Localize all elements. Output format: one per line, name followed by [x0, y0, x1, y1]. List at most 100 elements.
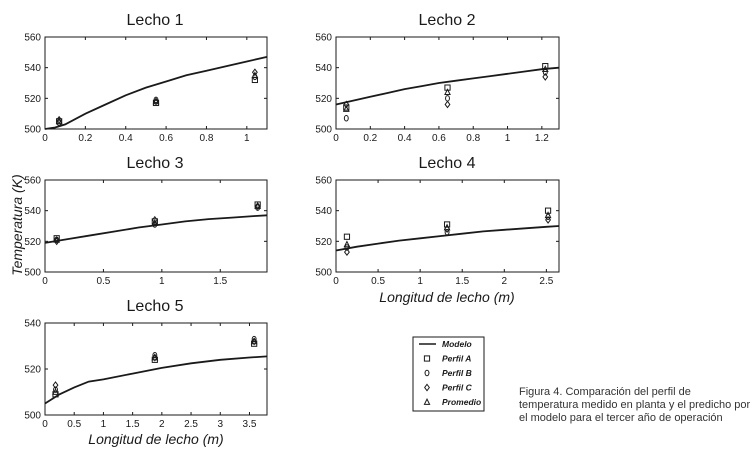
y-tick-label: 520: [315, 94, 332, 105]
point-promedio: [53, 235, 61, 243]
point-perfil-c: [251, 68, 258, 77]
data-points-4: [343, 207, 552, 257]
point-perfil-c: [151, 215, 158, 224]
x-tick-label: 0.2: [78, 133, 92, 144]
y-tick-label: 520: [24, 237, 41, 248]
point-perfil-c: [545, 215, 552, 224]
point-perfil-b: [542, 69, 548, 76]
subplot-lecho-5: Lecho 5 0 0.5 1 1.5 2 2.5 3 3.5 500 520 540 Longit…: [24, 298, 268, 447]
point-perfil-b: [152, 351, 158, 359]
legend-square-marker: [423, 355, 431, 362]
x-tick-label: 1: [159, 276, 165, 287]
data-points-5: [52, 335, 258, 398]
point-perfil-c: [151, 353, 158, 362]
x-tick-label: 0: [333, 276, 339, 287]
point-perfil-b: [344, 244, 350, 251]
tick-group-2: 0 0.2 0.4 0.6 0.8 1 1.2 500 520 540 560: [315, 33, 559, 144]
legend-entry-label: Modelo: [442, 339, 472, 349]
y-tick-label: 520: [24, 365, 41, 376]
model-curve-4: [335, 225, 560, 252]
point-promedio: [443, 223, 451, 231]
x-axis-label-5: Longitud de lecho (m): [88, 431, 223, 447]
point-promedio: [541, 65, 549, 73]
data-points-2: [342, 63, 549, 122]
x-tick-label: 2: [502, 276, 508, 287]
y-tick-label: 540: [315, 63, 332, 74]
point-promedio: [250, 337, 258, 345]
legend-triangle-marker: [423, 398, 431, 405]
subplot-title-1: Lecho 1: [127, 12, 184, 29]
y-tick-label: 500: [315, 268, 332, 279]
subplot-lecho-1: Lecho 1 0 0.2 0.4 0.6 0.8 1 500 520 540 560: [24, 12, 268, 144]
point-perfil-c: [56, 115, 63, 124]
legend-entry-label: Perfil C: [442, 383, 473, 393]
y-tick-label: 520: [24, 94, 41, 105]
x-tick-label: 1.5: [455, 276, 469, 287]
point-perfil-c: [444, 100, 451, 109]
point-perfil-c: [251, 337, 258, 346]
y-tick-label: 540: [24, 63, 41, 74]
point-perfil-a: [343, 104, 350, 111]
x-tick-label: 0.2: [363, 133, 377, 144]
x-tick-label: 1: [505, 133, 511, 144]
legend-circle-marker: [424, 369, 430, 377]
point-promedio: [52, 388, 59, 395]
legend-rows: Modelo Perfil A Perfil B Perfil C Promedio: [419, 339, 481, 407]
legend-diamond-marker: [424, 383, 430, 392]
y-tick-label: 560: [24, 33, 41, 44]
model-curve-1: [44, 56, 268, 130]
point-promedio: [444, 88, 451, 96]
point-promedio: [544, 211, 552, 219]
x-tick-label: 0.6: [432, 133, 446, 144]
x-tick-label: 0.4: [119, 133, 133, 144]
point-promedio: [151, 218, 159, 226]
subplot-title-2: Lecho 2: [419, 12, 476, 29]
point-promedio: [254, 202, 262, 209]
x-tick-label: 2: [159, 419, 165, 430]
plot-frame-2: [335, 36, 560, 130]
y-tick-label: 560: [315, 176, 332, 187]
point-promedio: [342, 105, 350, 112]
data-points-3: [53, 201, 262, 246]
subplot-lecho-3: Lecho 3 0 0.5 1 1.5 500 520 540 560: [24, 155, 268, 287]
tick-group-5: 0 0.5 1 1.5 2 2.5 3 3.5 500 520 540: [24, 319, 267, 430]
y-tick-label: 560: [315, 33, 332, 44]
model-curve-3: [44, 214, 268, 244]
x-tick-label: 0.4: [398, 133, 412, 144]
model-curve-2: [335, 66, 560, 106]
y-tick-label: 500: [24, 125, 41, 136]
point-perfil-b: [343, 115, 349, 122]
point-perfil-b: [445, 95, 450, 102]
x-tick-label: 0: [42, 133, 48, 144]
point-perfil-a: [443, 221, 451, 228]
point-perfil-b: [53, 386, 58, 393]
point-perfil-a: [53, 235, 60, 242]
y-tick-label: 560: [24, 176, 41, 187]
y-tick-label: 540: [24, 206, 41, 217]
shared-y-axis-label: Temperatura (K): [9, 174, 25, 275]
point-perfil-b: [153, 96, 159, 104]
point-perfil-a: [254, 201, 261, 208]
x-tick-label: 0.5: [96, 276, 110, 287]
x-tick-label: 1: [101, 419, 107, 430]
tick-group-4: 0 0.5 1 1.5 2 2.5 500 520 540 560: [315, 176, 559, 287]
x-tick-label: 0: [42, 419, 48, 430]
point-perfil-c: [542, 72, 549, 81]
x-tick-label: 0: [42, 276, 48, 287]
y-tick-label: 540: [315, 206, 332, 217]
legend-entry-label: Promedio: [442, 397, 481, 407]
x-tick-label: 2.5: [184, 419, 198, 430]
data-points-1: [55, 68, 259, 127]
x-tick-label: 1.5: [126, 419, 140, 430]
x-tick-label: 0.8: [200, 133, 214, 144]
x-tick-label: 1.2: [535, 133, 549, 144]
legend: Modelo Perfil A Perfil B Perfil C Promedio: [412, 336, 485, 412]
point-perfil-c: [343, 100, 350, 109]
x-tick-label: 0.8: [466, 133, 480, 144]
point-perfil-b: [251, 335, 257, 343]
point-perfil-c: [153, 97, 159, 106]
x-tick-label: 1.5: [213, 276, 227, 287]
tick-group-3: 0 0.5 1 1.5 500 520 540 560: [24, 176, 267, 287]
legend-entry-label: Perfil B: [442, 368, 472, 378]
y-tick-label: 500: [24, 268, 41, 279]
